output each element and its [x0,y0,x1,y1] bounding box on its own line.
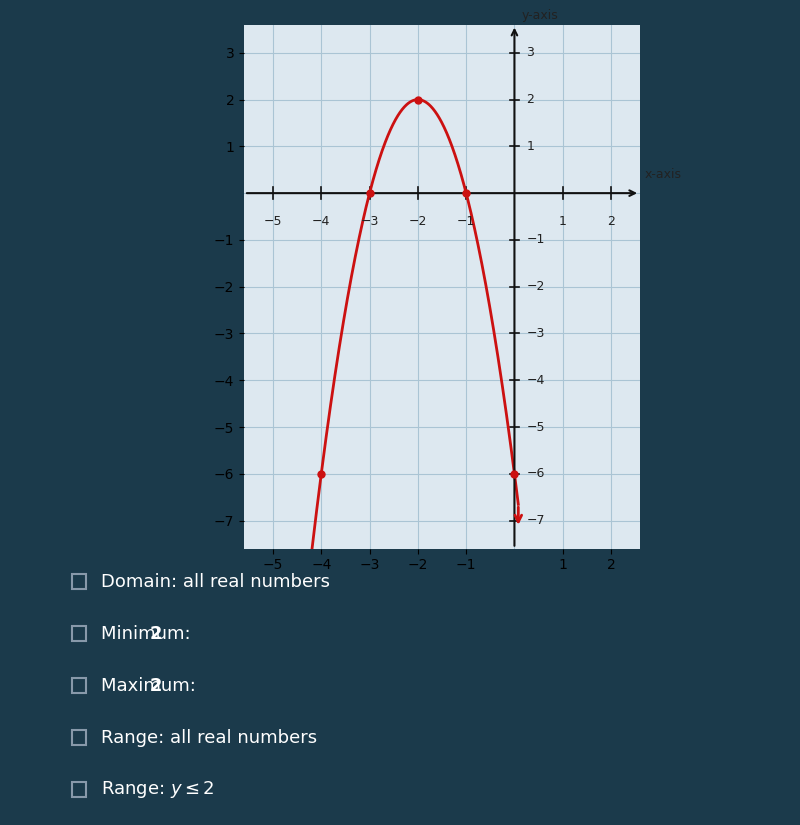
Text: −5: −5 [264,215,282,229]
Text: Domain: all real numbers: Domain: all real numbers [101,573,330,591]
Text: 2: 2 [607,215,615,229]
Text: y-axis: y-axis [522,9,558,22]
Text: 3: 3 [526,46,534,59]
Text: 2: 2 [150,625,162,643]
Text: −1: −1 [526,233,545,247]
Text: −4: −4 [526,374,545,387]
Text: Maximum:: Maximum: [101,676,202,695]
Text: −1: −1 [457,215,475,229]
Text: Range: all real numbers: Range: all real numbers [101,728,317,747]
Text: −5: −5 [526,421,545,433]
Text: −2: −2 [526,280,545,293]
Text: 1: 1 [558,215,566,229]
Text: −4: −4 [312,215,330,229]
Text: 1: 1 [526,140,534,153]
Text: 2: 2 [526,93,534,106]
Text: Minimum:: Minimum: [101,625,196,643]
Text: x-axis: x-axis [645,168,682,182]
Text: −3: −3 [360,215,378,229]
Text: Range: $y \leq 2$: Range: $y \leq 2$ [101,779,214,800]
Text: −2: −2 [409,215,427,229]
Text: −7: −7 [526,514,545,527]
Text: −3: −3 [526,327,545,340]
Text: 2: 2 [150,676,162,695]
Text: −6: −6 [526,467,545,480]
